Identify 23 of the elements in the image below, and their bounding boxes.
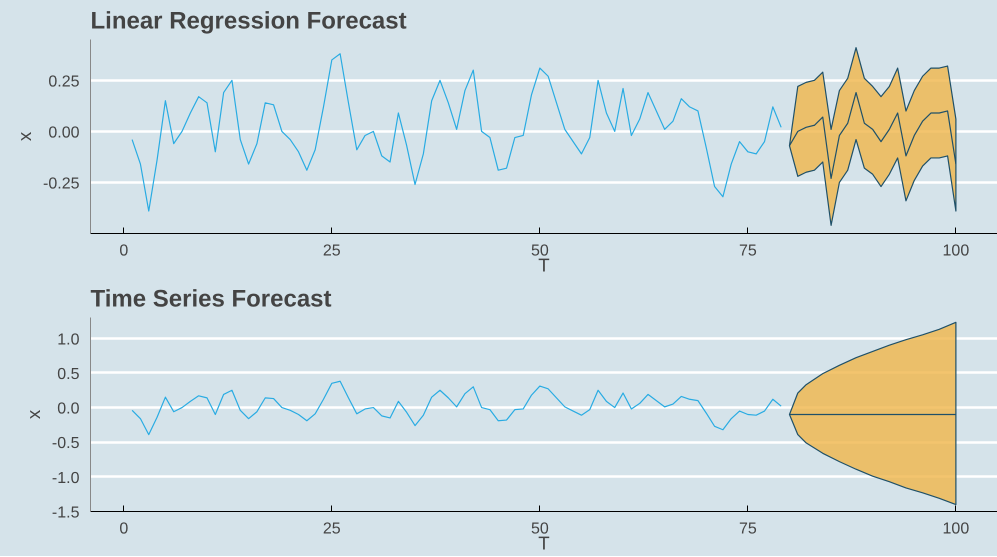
line-series (132, 380, 782, 436)
x-tick-label: 0 (119, 242, 128, 260)
y-tick-label: 0.25 (48, 73, 80, 90)
y-tick-label: -1.0 (52, 470, 80, 487)
x-tick-label: 75 (738, 242, 757, 260)
x-tick-label: 25 (322, 520, 341, 538)
y-axis-title: x (14, 131, 36, 142)
chart-title: Linear Regression Forecast (90, 8, 407, 34)
y-tick-label: 0.0 (57, 400, 80, 418)
y-tick-label: -0.5 (52, 435, 80, 452)
y-tick-label: 0.00 (48, 124, 80, 142)
x-tick-label: 75 (738, 520, 757, 538)
line-series (132, 53, 782, 212)
x-tick-label: 0 (119, 520, 128, 538)
x-tick-label: 100 (942, 242, 970, 260)
x-tick-label: 25 (322, 242, 341, 260)
y-tick-label: 0.5 (57, 366, 80, 383)
y-tick-label: -0.25 (43, 175, 80, 192)
y-axis-title: x (22, 409, 44, 420)
x-tick-label: 100 (942, 520, 970, 538)
y-tick-label: -1.5 (52, 504, 80, 522)
y-tick-label: 1.0 (57, 331, 80, 348)
chart-title: Time Series Forecast (90, 286, 332, 312)
